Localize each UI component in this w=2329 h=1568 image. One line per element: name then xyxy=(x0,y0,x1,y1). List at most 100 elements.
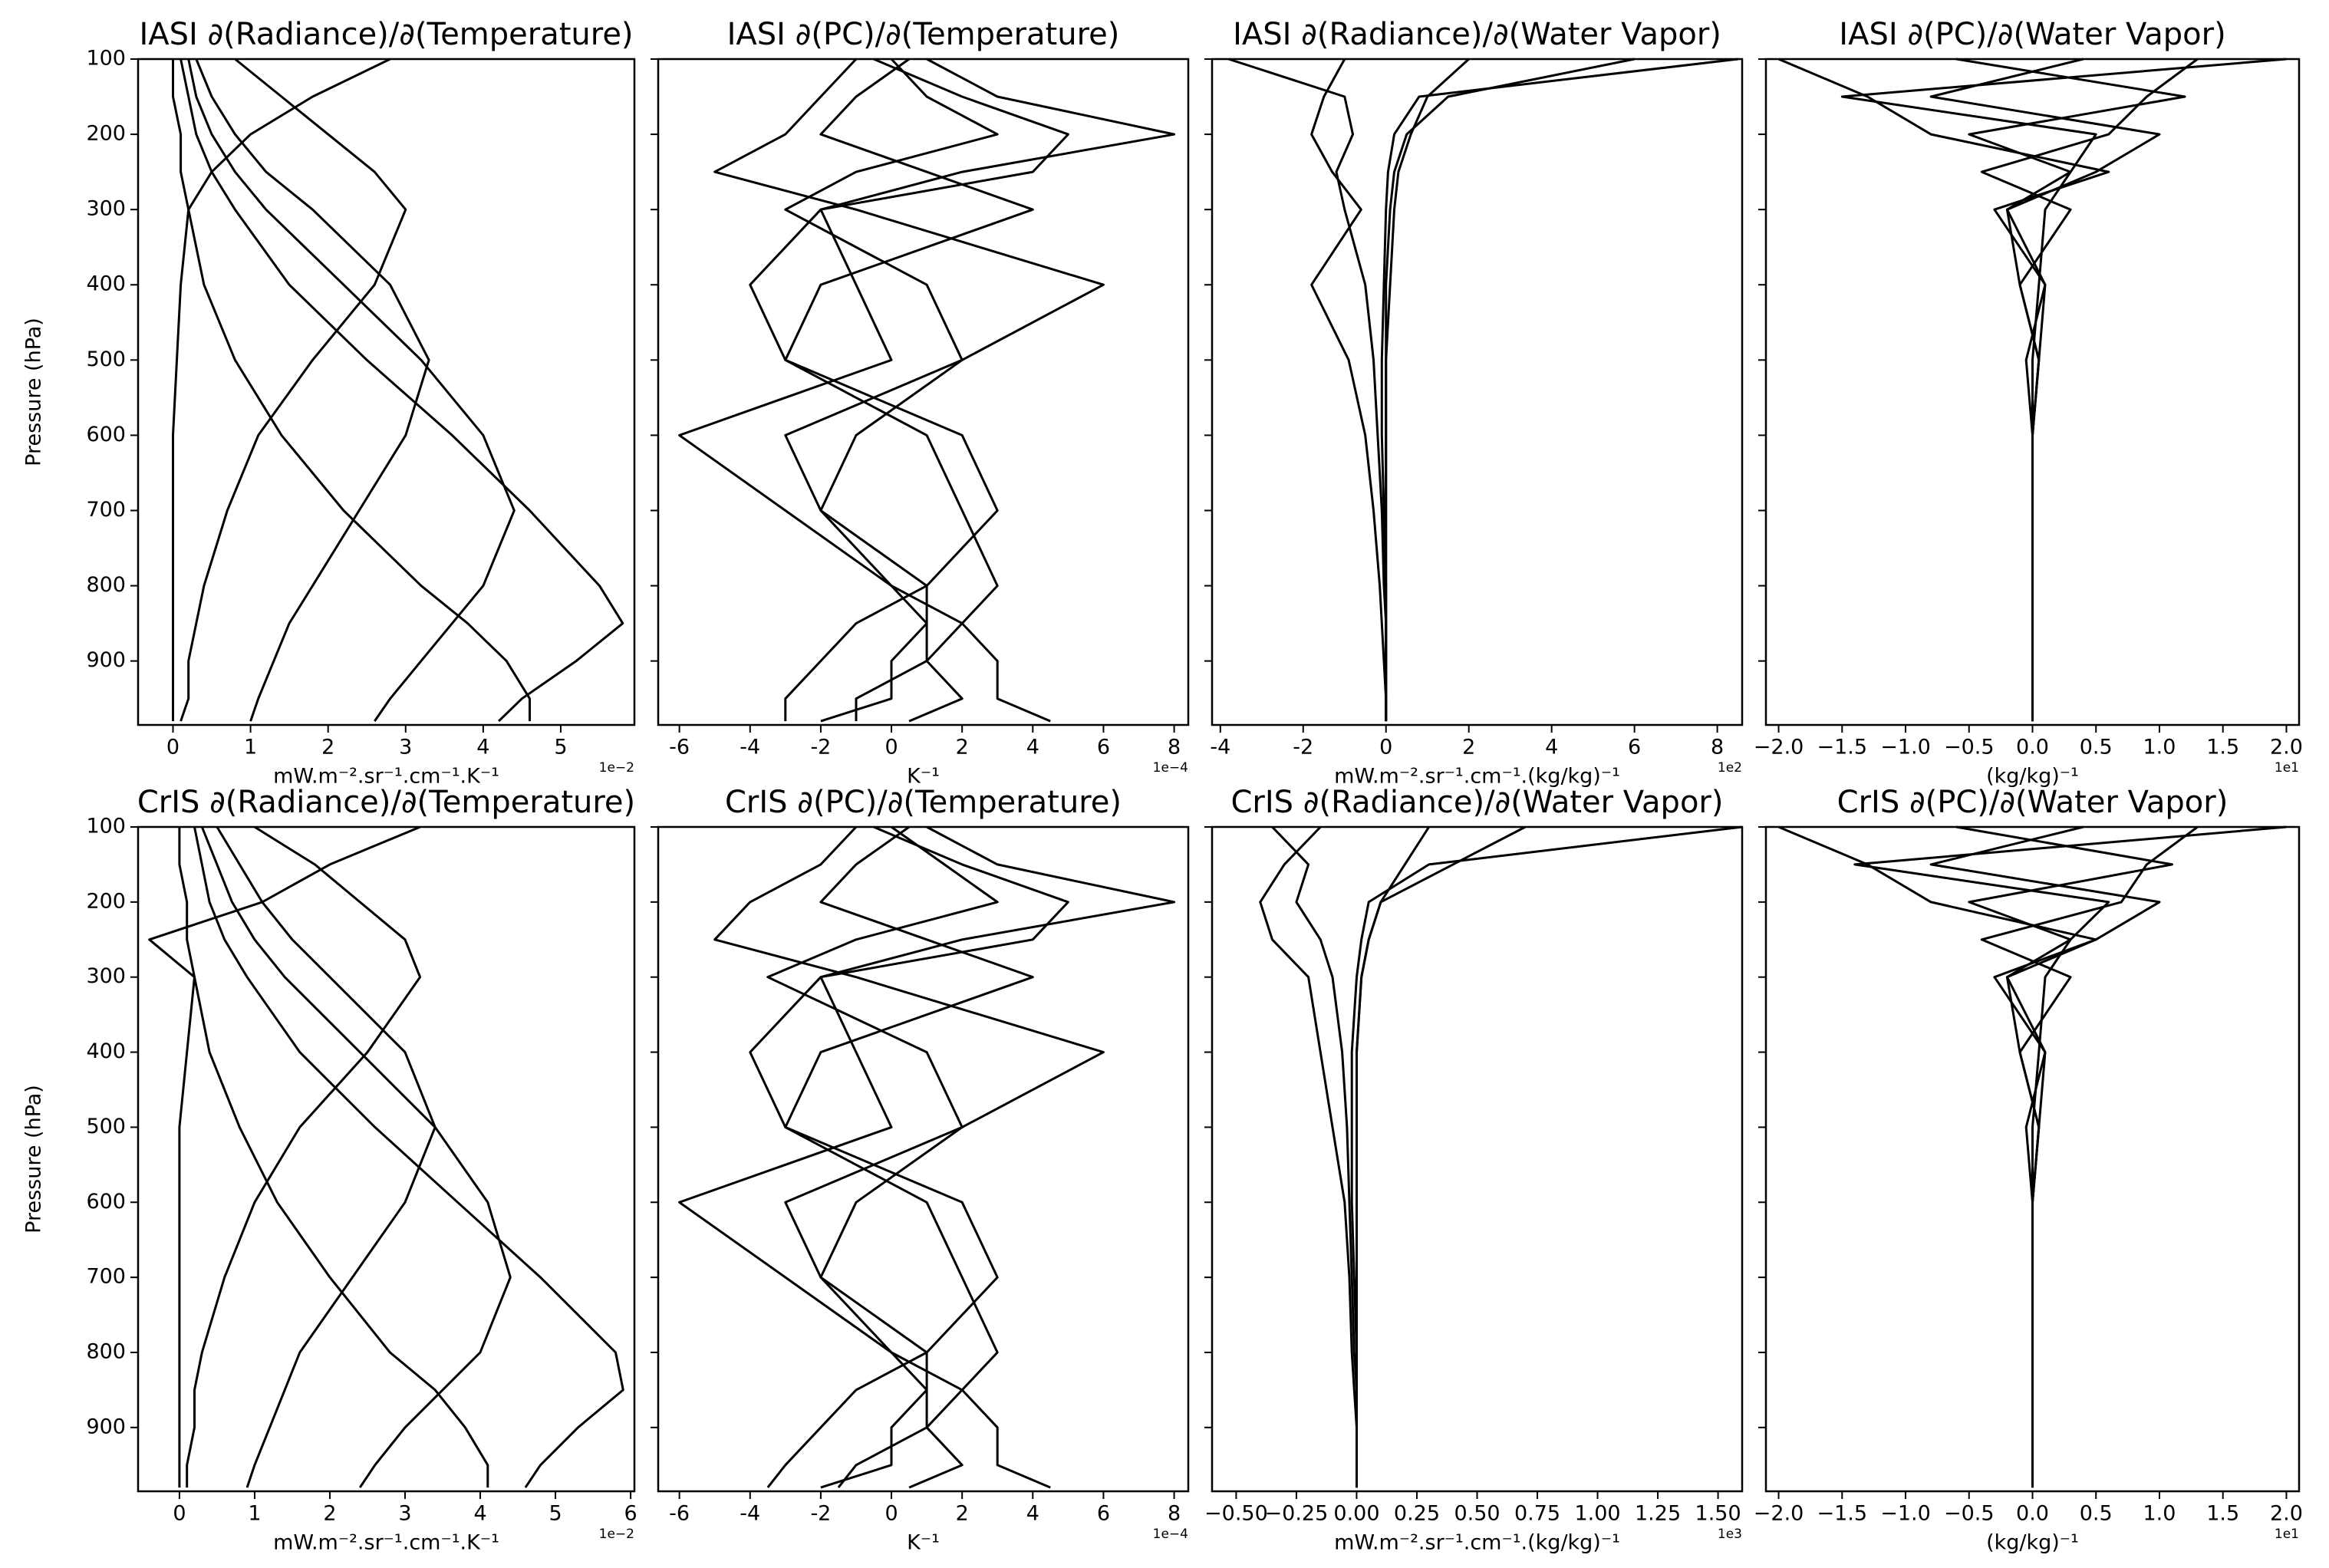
x-tick-label: 2 xyxy=(956,736,969,759)
x-tick-label: 1.0 xyxy=(2143,1502,2176,1526)
x-tick-label: 6 xyxy=(624,1502,637,1526)
x-tick-label: 6 xyxy=(1097,736,1110,759)
axes-frame xyxy=(1211,58,1744,726)
panel-title: IASI ∂(PC)/∂(Temperature) xyxy=(727,17,1120,52)
x-tick-label: −0.50 xyxy=(1204,1502,1268,1526)
y-tick-label: 200 xyxy=(86,889,126,913)
x-tick-label: 4 xyxy=(1545,736,1558,759)
x-tick-label: −1.0 xyxy=(1880,736,1931,759)
profile-line xyxy=(1271,825,1358,1488)
x-tick-label: 0.00 xyxy=(1333,1502,1379,1526)
panel-title: CrIS ∂(Radiance)/∂(Temperature) xyxy=(137,785,635,820)
x-offset-label: 1e1 xyxy=(2275,760,2299,776)
x-tick-label: 0 xyxy=(166,736,180,759)
profile-line xyxy=(1385,58,1635,722)
x-tick-label: 5 xyxy=(554,736,567,759)
axes-frame xyxy=(657,58,1190,726)
x-tick-label: -4 xyxy=(1210,736,1230,759)
axes-frame xyxy=(1211,825,1744,1493)
profile-line xyxy=(766,825,999,1489)
y-tick-label: 100 xyxy=(86,815,126,838)
panel-title: CrIS ∂(PC)/∂(Temperature) xyxy=(725,785,1122,820)
x-offset-label: 1e−2 xyxy=(599,1527,634,1542)
x-tick-label: 0.0 xyxy=(2016,736,2049,759)
x-tick-label: 1.50 xyxy=(1695,1502,1741,1526)
axes-frame xyxy=(137,825,636,1493)
profile-line xyxy=(1777,58,2110,722)
x-tick-label: 0.0 xyxy=(2016,1502,2049,1526)
panel-title: IASI ∂(Radiance)/∂(Water Vapor) xyxy=(1233,17,1721,52)
x-tick-label: 3 xyxy=(399,736,412,759)
x-axis-label: (kg/kg)⁻¹ xyxy=(1986,765,2079,789)
x-tick-label: 4 xyxy=(476,736,489,759)
y-tick-label: 500 xyxy=(86,348,126,371)
x-tick-label: 3 xyxy=(398,1502,411,1526)
panel-title: IASI ∂(Radiance)/∂(Temperature) xyxy=(139,17,633,52)
profile-line xyxy=(195,58,430,722)
x-tick-label: 8 xyxy=(1168,736,1181,759)
x-tick-label: 6 xyxy=(1097,1502,1110,1526)
x-tick-label: -2 xyxy=(1293,736,1313,759)
x-tick-label: 1.0 xyxy=(2143,736,2176,759)
y-axis-label: Pressure (hPa) xyxy=(22,1085,46,1234)
x-tick-label: -2 xyxy=(810,1502,831,1526)
profile-line xyxy=(1980,825,2199,1488)
x-tick-label: -2 xyxy=(810,736,831,759)
profile-line xyxy=(178,827,489,1488)
x-offset-label: 1e−2 xyxy=(599,760,634,776)
x-tick-label: 2 xyxy=(1462,736,1475,759)
y-tick-label: 700 xyxy=(86,498,126,522)
x-tick-label: 2.0 xyxy=(2270,736,2303,759)
x-tick-label: −2.0 xyxy=(1754,1502,1804,1526)
x-tick-label: 0 xyxy=(884,1502,898,1526)
y-tick-label: 400 xyxy=(86,1039,126,1063)
y-tick-label: 600 xyxy=(86,1190,126,1214)
profile-line xyxy=(200,826,512,1488)
x-axis-label: mW.m⁻².sr⁻¹.cm⁻¹.(kg/kg)⁻¹ xyxy=(1334,765,1620,789)
x-tick-label: 4 xyxy=(1026,736,1039,759)
x-tick-label: 4 xyxy=(473,1502,486,1526)
x-tick-label: −1.0 xyxy=(1880,1502,1931,1526)
x-offset-label: 1e−4 xyxy=(1153,760,1188,776)
x-tick-label: 0.50 xyxy=(1454,1502,1500,1526)
y-tick-label: 200 xyxy=(86,122,126,146)
x-tick-label: −2.0 xyxy=(1754,736,1804,759)
profile-line xyxy=(172,58,391,722)
profile-line xyxy=(216,826,436,1488)
profile-line xyxy=(749,825,1069,1489)
profile-line xyxy=(1955,825,2173,1488)
profile-line xyxy=(1777,825,2097,1488)
x-tick-label: 0.25 xyxy=(1394,1502,1440,1526)
x-tick-label: −1.5 xyxy=(1817,1502,1868,1526)
x-tick-label: -6 xyxy=(669,736,690,759)
x-tick-label: −0.5 xyxy=(1944,1502,1995,1526)
x-tick-label: 0.75 xyxy=(1514,1502,1560,1526)
x-axis-label: mW.m⁻².sr⁻¹.cm⁻¹.K⁻¹ xyxy=(273,765,499,789)
x-tick-label: 2 xyxy=(323,1502,336,1526)
y-tick-label: 800 xyxy=(86,1339,126,1363)
profile-line xyxy=(784,58,1034,723)
x-axis-label: K⁻¹ xyxy=(907,765,940,789)
panel-title: IASI ∂(PC)/∂(Water Vapor) xyxy=(1839,17,2225,52)
x-tick-label: 2 xyxy=(321,736,334,759)
profile-line xyxy=(172,59,531,722)
x-tick-label: 8 xyxy=(1168,1502,1181,1526)
x-tick-label: 2.0 xyxy=(2270,1502,2303,1526)
y-tick-label: 500 xyxy=(86,1115,126,1138)
x-tick-label: 1.5 xyxy=(2206,1502,2239,1526)
profile-line xyxy=(678,825,1176,1489)
x-axis-label: K⁻¹ xyxy=(907,1531,940,1555)
profile-line xyxy=(1853,825,2287,1488)
x-tick-label: −0.5 xyxy=(1944,736,1995,759)
profile-line xyxy=(180,58,624,723)
y-axis-label: Pressure (hPa) xyxy=(22,318,46,466)
profile-line xyxy=(1385,58,1470,722)
x-tick-label: 0 xyxy=(1379,736,1392,759)
profile-line xyxy=(1356,825,1526,1488)
x-tick-label: −1.5 xyxy=(1817,736,1868,759)
profile-line xyxy=(187,58,516,722)
y-tick-label: 800 xyxy=(86,573,126,597)
profile-line xyxy=(186,825,422,1488)
x-tick-label: 0.5 xyxy=(2080,1502,2113,1526)
